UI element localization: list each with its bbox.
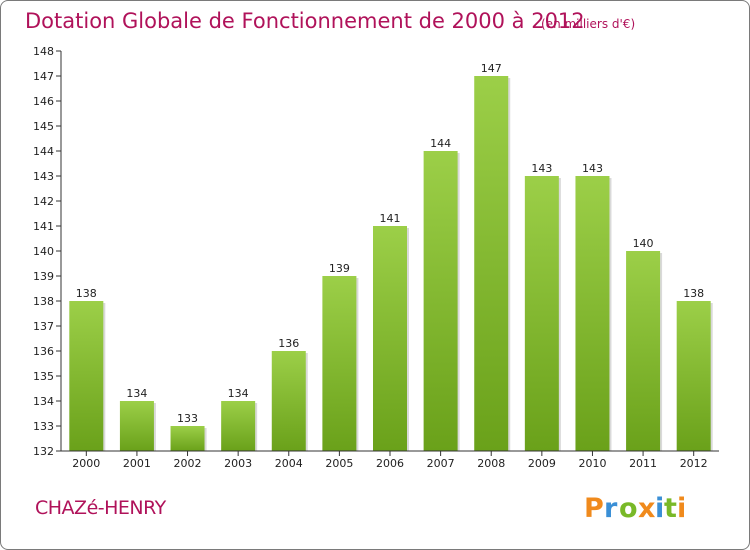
y-tick-label: 148	[33, 45, 54, 58]
bar	[221, 401, 256, 451]
bar-value-label: 139	[329, 262, 350, 275]
x-tick-label: 2006	[376, 457, 404, 470]
bar-value-label: 138	[76, 287, 97, 300]
y-tick-label: 138	[33, 295, 54, 308]
chart-title: Dotation Globale de Fonctionnement de 20…	[25, 9, 585, 33]
x-tick-label: 2011	[629, 457, 657, 470]
bar	[119, 401, 154, 451]
bar-value-label: 134	[228, 387, 249, 400]
logo-letter: i	[655, 493, 664, 524]
y-tick-label: 142	[33, 195, 54, 208]
bar	[676, 301, 711, 451]
y-axis: 132 133 134 135 136 137 138 139 140 141 142 143 144 1…	[33, 45, 62, 458]
y-tick-label: 140	[33, 245, 54, 258]
bar	[626, 251, 661, 451]
logo-letter: x	[638, 493, 655, 524]
x-tick-label: 2009	[528, 457, 556, 470]
logo-letter: o	[619, 493, 638, 524]
bar	[69, 301, 104, 451]
x-tick-label: 2012	[680, 457, 708, 470]
bar	[170, 426, 205, 451]
bar	[524, 176, 559, 451]
y-tick-label: 137	[33, 320, 54, 333]
bar-value-label: 141	[380, 212, 401, 225]
bar-value-label: 138	[683, 287, 704, 300]
logo-letter: t	[664, 493, 677, 524]
y-tick-label: 145	[33, 120, 54, 133]
bar-value-label: 133	[177, 412, 198, 425]
bar	[271, 351, 306, 451]
bar-value-label: 140	[633, 237, 654, 250]
y-tick-label: 141	[33, 220, 54, 233]
y-tick-label: 136	[33, 345, 54, 358]
chart-subtitle: (en milliers d'€)	[541, 17, 635, 31]
y-tick-label: 134	[33, 395, 54, 408]
value-labels: 138 134 133 134 136 139 141 144 147 143 143 140 138	[76, 62, 704, 425]
y-tick-label: 132	[33, 445, 54, 458]
x-tick-label: 2004	[275, 457, 303, 470]
place-name: CHAZé-HENRY	[35, 497, 167, 519]
bar	[322, 276, 357, 451]
bar-value-label: 147	[481, 62, 502, 75]
x-tick-label: 2010	[578, 457, 606, 470]
bar-value-label: 136	[278, 337, 299, 350]
bar-value-label: 143	[531, 162, 552, 175]
y-tick-label: 133	[33, 420, 54, 433]
y-tick-label: 146	[33, 95, 54, 108]
x-tick-label: 2000	[72, 457, 100, 470]
bar	[474, 76, 509, 451]
y-tick-label: 135	[33, 370, 54, 383]
x-axis: 2000 2001 2002 2003 2004 2005 2006 2007 2008 2009…	[61, 450, 719, 470]
x-tick-label: 2008	[477, 457, 505, 470]
y-tick-label: 139	[33, 270, 54, 283]
bar	[575, 176, 610, 451]
x-tick-label: 2002	[174, 457, 202, 470]
x-tick-label: 2007	[427, 457, 455, 470]
bars	[69, 76, 713, 451]
logo-letter: P	[584, 493, 604, 524]
logo-letter: i	[677, 493, 686, 524]
logo-letter: r	[604, 493, 618, 524]
x-tick-label: 2001	[123, 457, 151, 470]
y-tick-label: 144	[33, 145, 54, 158]
bar-value-label: 143	[582, 162, 603, 175]
bar-value-label: 134	[126, 387, 147, 400]
x-tick-label: 2005	[325, 457, 353, 470]
bar	[373, 226, 407, 451]
y-tick-label: 147	[33, 70, 54, 83]
bar	[423, 151, 458, 451]
y-tick-label: 143	[33, 170, 54, 183]
x-tick-label: 2003	[224, 457, 252, 470]
bar-value-label: 144	[430, 137, 451, 150]
